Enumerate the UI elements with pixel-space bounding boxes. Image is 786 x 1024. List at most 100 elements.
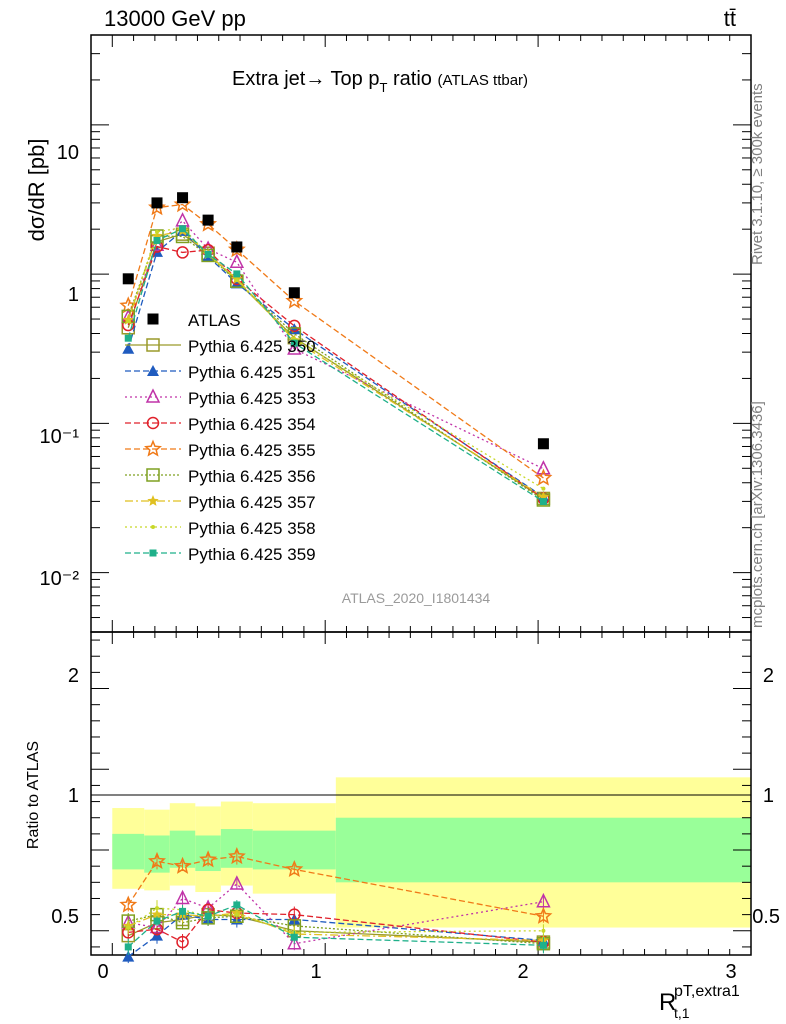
ratio-ytick-label-1-left: 1: [68, 785, 79, 807]
legend-marker: [147, 365, 159, 376]
ratio-series-marker: [148, 851, 166, 869]
x-axis-label: R: [659, 989, 676, 1016]
main-series-marker: [285, 291, 304, 309]
ratio-series-marker: [122, 950, 135, 962]
legend-entry: Pythia 6.425 350: [125, 337, 316, 356]
ratio-series-marker: [153, 917, 161, 925]
ratio-ytick-label-1-right: 1: [763, 785, 774, 807]
main-series-marker: [234, 278, 239, 283]
ratio-ytick-label-2-right: 2: [763, 665, 774, 687]
legend-entry: Pythia 6.425 358: [125, 519, 316, 538]
main-data-points: [122, 192, 549, 450]
legend-entry: Pythia 6.425 356: [125, 467, 316, 486]
main-series-marker: [179, 225, 187, 233]
legend-entry: Pythia 6.425 351: [125, 363, 316, 382]
rivet-watermark: Rivet 3.1.10, ≥ 300k events: [749, 83, 766, 265]
data-point: [288, 287, 300, 299]
legend-label: Pythia 6.425 356: [188, 467, 316, 486]
data-point: [177, 192, 189, 204]
legend-label: ATLAS: [188, 311, 241, 330]
main-frame: [90, 34, 752, 633]
ratio-series-marker: [233, 901, 241, 909]
ratio-series-marker: [155, 906, 159, 911]
main-series-marker: [290, 339, 298, 347]
main-ytick-label-10: 10: [57, 142, 79, 164]
data-point: [122, 273, 134, 285]
ratio-series-marker: [285, 859, 304, 878]
main-series-marker: [155, 229, 159, 234]
ratio-series-marker: [541, 928, 546, 933]
x-axis-label-sup: pT,extra1: [674, 983, 740, 1000]
ratio-ytick-label-2-left: 2: [68, 665, 79, 687]
ratio-series-marker: [176, 935, 189, 949]
legend-marker: [146, 468, 160, 482]
legend-marker: [151, 525, 155, 529]
legend-entry: Pythia 6.425 353: [125, 388, 316, 408]
legend-marker: [147, 313, 159, 325]
axis-ticks: [90, 34, 752, 955]
main-series-marker: [204, 250, 212, 258]
legend-entry: Pythia 6.425 354: [125, 415, 316, 434]
main-series-marker: [288, 319, 301, 333]
ratio-series-marker: [229, 875, 245, 890]
legend-label: Pythia 6.425 358: [188, 519, 316, 538]
data-point: [151, 197, 163, 209]
main-y-axis-label: dσ/dR [pb]: [24, 139, 49, 242]
ratio-ytick-label-05-right: 0.5: [752, 906, 780, 928]
plot-title: Extra jet→ Top pT ratio (ATLAS ttbar): [232, 68, 528, 95]
analysis-id: ATLAS_2020_I1801434: [342, 590, 491, 606]
mcplots-watermark: mcplots.cern.ch [arXiv:1306.3436]: [749, 401, 766, 628]
ratio-series-marker: [290, 933, 298, 941]
x-axis-label-sub: t,1: [674, 1005, 690, 1021]
ratio-series-marker: [287, 935, 302, 950]
ratio-ytick-label-05-left: 0.5: [51, 906, 79, 928]
legend-label: Pythia 6.425 354: [188, 415, 316, 434]
xtick-label-1: 1: [310, 961, 321, 983]
ratio-series-marker: [539, 941, 547, 949]
main-ytick-label-1: 1: [68, 284, 79, 306]
legend-label: Pythia 6.425 350: [188, 337, 316, 356]
legend-marker: [144, 439, 162, 457]
legend-marker: [146, 338, 160, 352]
header-energy: 13000 GeV pp: [104, 6, 246, 31]
legend-marker: [145, 388, 161, 403]
ratio-series-marker: [234, 912, 239, 917]
ratio-band-inner: [335, 817, 751, 883]
data-point: [537, 438, 549, 450]
main-series-marker: [175, 212, 190, 227]
ratio-series-marker: [124, 943, 132, 951]
ratio-series-marker: [173, 856, 192, 874]
data-point: [231, 241, 243, 253]
legend-marker: [147, 495, 159, 506]
main-series-marker: [229, 253, 245, 268]
legend-marker: [146, 416, 160, 430]
ratio-series-marker: [227, 847, 246, 865]
main-series-marker: [536, 460, 551, 475]
legend-label: Pythia 6.425 355: [188, 441, 316, 460]
main-series-marker: [541, 486, 546, 491]
legend-entry: Pythia 6.425 359: [125, 545, 316, 564]
ratio-series-marker: [534, 906, 553, 924]
legend-label: Pythia 6.425 357: [188, 493, 316, 512]
main-series-marker: [122, 342, 135, 354]
legend-entry: Pythia 6.425 357: [125, 493, 316, 512]
legend-label: Pythia 6.425 353: [188, 389, 316, 408]
main-ytick-label-1e-2: 10⁻²: [40, 568, 80, 590]
legend-marker: [149, 549, 157, 557]
main-series-marker: [176, 246, 189, 259]
main-ytick-label-1e-1: 10⁻¹: [40, 426, 80, 448]
header-process: tt̄: [724, 6, 736, 31]
legend-entry: Pythia 6.425 355: [125, 439, 316, 460]
xtick-label-0: 0: [97, 961, 108, 983]
main-series-marker: [534, 468, 553, 486]
ratio-series-marker: [119, 895, 138, 913]
ratio-band-inner: [112, 833, 145, 870]
ratio-series-marker: [204, 912, 212, 920]
xtick-label-3: 3: [725, 961, 736, 983]
main-series-group: [119, 195, 553, 507]
main-series-marker: [230, 277, 243, 289]
main-series-marker: [288, 323, 301, 335]
ratio-frame: [90, 631, 752, 956]
main-series-marker: [233, 270, 241, 278]
